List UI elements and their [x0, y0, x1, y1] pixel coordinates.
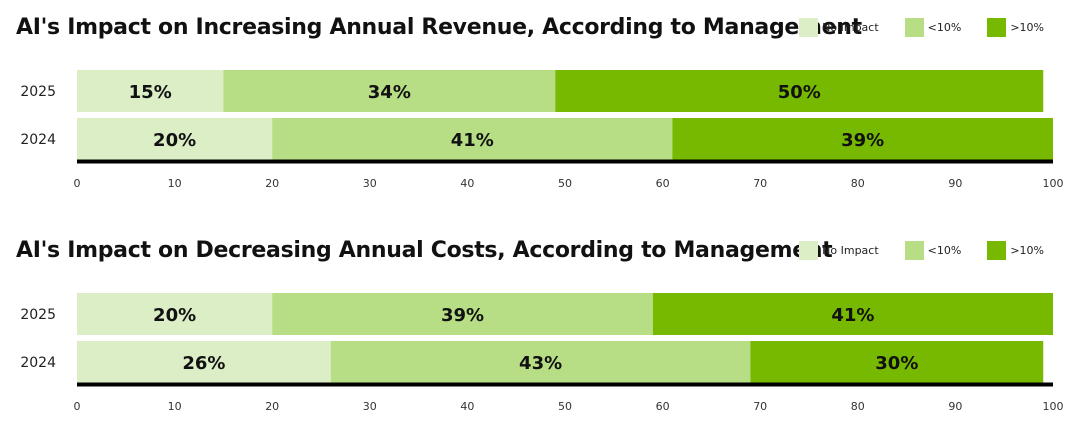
category-label: 2025	[20, 307, 56, 323]
x-tick-label: 10	[168, 177, 182, 190]
x-tick-label: 20	[265, 177, 279, 190]
legend-swatch	[904, 241, 924, 260]
x-tick-label: 50	[558, 177, 572, 190]
costs-bar-chart: 2025 20% 39% 41% 2024 26% 43% 30% 0 10 20 30 40 50 60 7…	[20, 293, 1064, 413]
chart-legend: No Impact <10% >10%	[773, 18, 1044, 37]
revenue-bar-chart: 2025 15% 34% 50% 2024 20% 41% 39% 0 10 20 30 40 50 60 7…	[20, 70, 1064, 190]
x-tick-label: 70	[753, 400, 767, 413]
legend-item-no-impact: No Impact	[799, 18, 879, 37]
legend-swatch	[799, 241, 819, 260]
legend-label: No Impact	[822, 21, 879, 34]
data-label: 39%	[841, 130, 884, 151]
data-label: 26%	[182, 353, 225, 374]
revenue-chart-panel: AI's Impact on Increasing Annual Revenue…	[0, 0, 1080, 210]
x-tick-label: 50	[558, 400, 572, 413]
x-tick-label: 30	[363, 400, 377, 413]
x-tick-label: 90	[948, 400, 962, 413]
data-label: 39%	[441, 305, 484, 326]
data-label: 20%	[153, 305, 196, 326]
x-tick-label: 100	[1043, 177, 1064, 190]
legend-swatch	[799, 18, 819, 37]
legend-label: >10%	[1010, 244, 1044, 257]
legend-label: <10%	[927, 244, 962, 257]
bar-segment	[77, 341, 331, 383]
data-label: 30%	[875, 353, 918, 374]
x-tick-label: 80	[851, 177, 865, 190]
x-tick-label: 40	[460, 177, 474, 190]
data-label: 43%	[519, 353, 562, 374]
x-tick-label: 70	[753, 177, 767, 190]
x-tick-label: 100	[1043, 400, 1064, 413]
x-tick-label: 60	[656, 177, 670, 190]
x-tick-label: 30	[363, 177, 377, 190]
bar-segment	[672, 118, 1053, 160]
bar-segment	[77, 70, 224, 112]
data-label: 20%	[153, 130, 196, 151]
legend-swatch	[987, 18, 1007, 37]
bar-segment	[272, 293, 653, 335]
legend-item-under-10: <10%	[904, 18, 962, 37]
data-label: 41%	[451, 130, 494, 151]
x-tick-label: 60	[656, 400, 670, 413]
category-label: 2024	[20, 355, 56, 371]
bar-segment	[223, 70, 556, 112]
bar-segment	[77, 293, 273, 335]
bar-segment	[750, 341, 1044, 383]
category-label: 2025	[20, 84, 56, 100]
legend-swatch	[904, 18, 924, 37]
legend-item-over-10: >10%	[987, 18, 1044, 37]
bar-segment	[272, 118, 673, 160]
category-label: 2024	[20, 132, 56, 148]
chart-legend: No Impact <10% >10%	[773, 241, 1044, 260]
bar-segment	[77, 118, 273, 160]
legend-label: No Impact	[822, 244, 879, 257]
legend-label: >10%	[1010, 21, 1044, 34]
legend-item-under-10: <10%	[904, 241, 962, 260]
x-tick-label: 20	[265, 400, 279, 413]
data-label: 50%	[778, 82, 821, 103]
x-tick-label: 10	[168, 400, 182, 413]
legend-swatch	[987, 241, 1007, 260]
x-tick-label: 0	[74, 177, 81, 190]
x-tick-label: 0	[74, 400, 81, 413]
legend-item-over-10: >10%	[987, 241, 1044, 260]
x-tick-label: 90	[948, 177, 962, 190]
data-label: 41%	[831, 305, 874, 326]
chart-title: AI's Impact on Decreasing Annual Costs, …	[16, 238, 833, 263]
data-label: 15%	[129, 82, 172, 103]
x-tick-label: 40	[460, 400, 474, 413]
bar-segment	[555, 70, 1044, 112]
data-label: 34%	[368, 82, 411, 103]
costs-chart-panel: AI's Impact on Decreasing Annual Costs, …	[0, 223, 1080, 433]
chart-title: AI's Impact on Increasing Annual Revenue…	[16, 15, 862, 40]
x-tick-label: 80	[851, 400, 865, 413]
legend-item-no-impact: No Impact	[799, 241, 879, 260]
bar-segment	[652, 293, 1053, 335]
bar-segment	[330, 341, 751, 383]
legend-label: <10%	[927, 21, 962, 34]
